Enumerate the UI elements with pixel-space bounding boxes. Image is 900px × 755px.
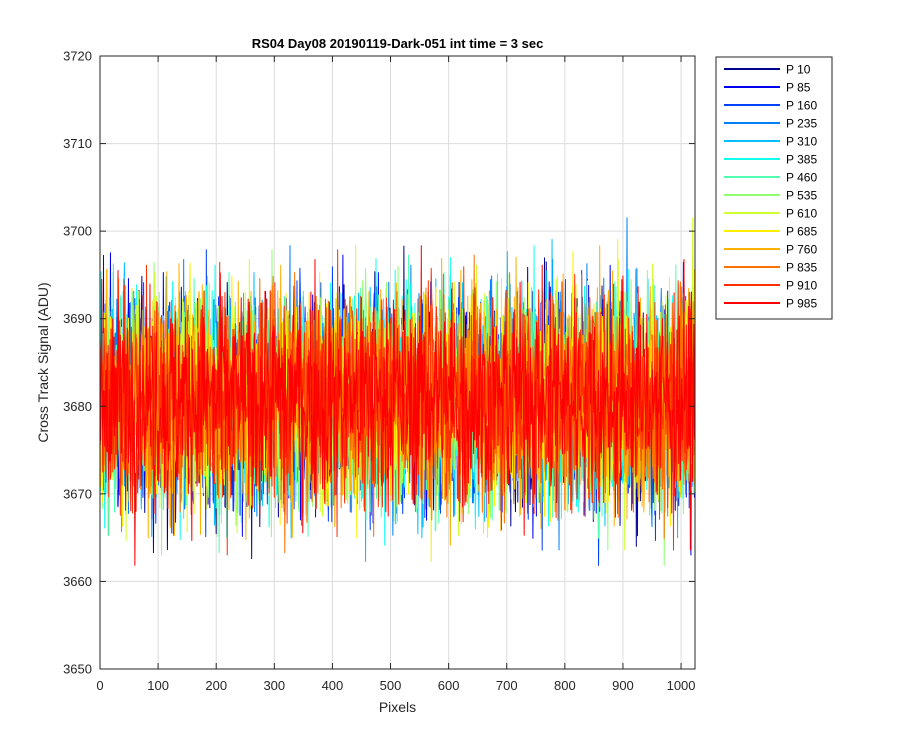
y-tick-label: 3720 (63, 49, 92, 64)
plot-frame (99, 55, 696, 670)
x-tick-label: 300 (263, 678, 285, 693)
legend-label: P 385 (786, 153, 817, 167)
y-tick-label: 3710 (63, 136, 92, 151)
legend-label: P 460 (786, 171, 817, 185)
legend-label: P 985 (786, 297, 817, 311)
x-tick-label: 200 (205, 678, 227, 693)
legend: P 10 P 85 P 160 P 235 P 310 P 385 P 460 P 535 P … (715, 56, 833, 320)
series-line-p985 (99, 245, 695, 566)
x-tick-label: 400 (322, 678, 344, 693)
legend-label: P 10 (786, 63, 811, 77)
y-axis-label: Cross Track Signal (ADU) (35, 282, 51, 442)
legend-label: P 235 (786, 117, 817, 131)
chart-title: RS04 Day08 20190119-Dark-051 int time = … (252, 36, 544, 51)
y-tick-label: 3690 (63, 311, 92, 326)
legend-label: P 85 (786, 81, 811, 95)
legend-box (715, 56, 833, 320)
legend-label: P 535 (786, 189, 817, 203)
y-tick-label: 3680 (63, 399, 92, 414)
series-layer (99, 217, 695, 566)
legend-label: P 160 (786, 99, 817, 113)
y-tick-label: 3650 (63, 662, 92, 677)
axis-ticks: 0 100 200 300 400 500 600 700 800 900 1000 3650 3660… (63, 49, 695, 694)
x-tick-label: 1000 (667, 678, 696, 693)
x-tick-label: 900 (612, 678, 634, 693)
x-tick-label: 100 (147, 678, 169, 693)
y-tick-label: 3660 (63, 574, 92, 589)
y-tick-label: 3700 (63, 224, 92, 239)
legend-label: P 310 (786, 135, 817, 149)
legend-label: P 910 (786, 279, 817, 293)
y-tick-label: 3670 (63, 486, 92, 501)
x-tick-label: 800 (554, 678, 576, 693)
x-tick-label: 700 (496, 678, 518, 693)
x-tick-label: 600 (438, 678, 460, 693)
x-tick-label: 500 (380, 678, 402, 693)
legend-label: P 835 (786, 261, 817, 275)
legend-label: P 610 (786, 207, 817, 221)
legend-label: P 685 (786, 225, 817, 239)
x-axis-label: Pixels (379, 699, 416, 715)
x-tick-label: 0 (96, 678, 103, 693)
legend-label: P 760 (786, 243, 817, 257)
